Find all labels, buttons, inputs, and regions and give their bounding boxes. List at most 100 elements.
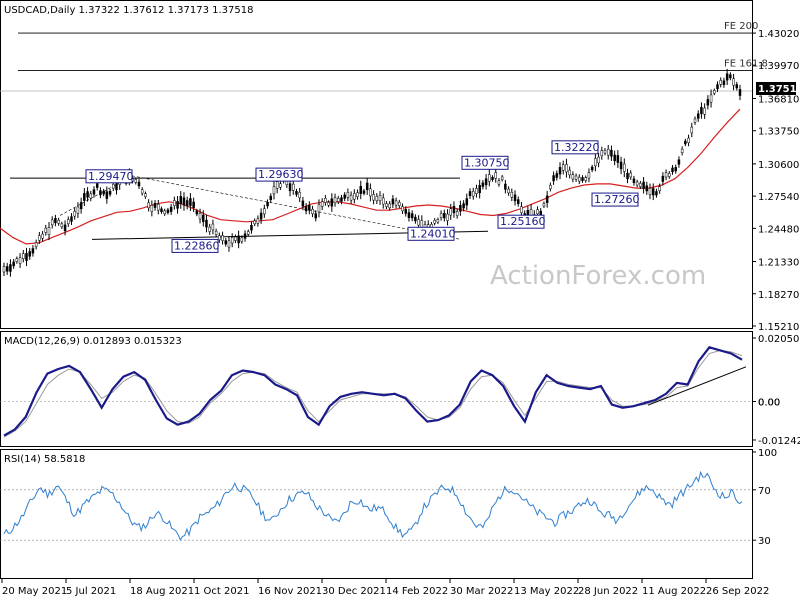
price-candle	[28, 251, 31, 257]
price-candle	[365, 182, 369, 191]
price-candle	[725, 73, 729, 81]
price-candle	[513, 194, 517, 202]
price-candle	[12, 261, 15, 267]
level-box	[551, 140, 599, 155]
price-candle	[713, 90, 716, 94]
price-candle	[18, 257, 22, 264]
price-candle	[584, 177, 587, 181]
price-candle	[44, 227, 48, 233]
price-candle	[166, 209, 170, 213]
price-candle	[185, 200, 189, 206]
price-candle	[202, 214, 205, 222]
price-candle	[639, 183, 642, 187]
price-candle	[327, 202, 330, 206]
price-candle	[709, 94, 713, 103]
x-tick-label: 5 Jul 2021	[66, 586, 116, 597]
price-candle	[471, 191, 475, 197]
price-candle	[597, 156, 600, 164]
price-candle	[67, 219, 70, 225]
price-candle	[259, 212, 263, 220]
price-candle	[89, 193, 93, 199]
price-candle	[459, 204, 462, 212]
price-candle	[211, 223, 215, 231]
price-candle	[324, 198, 327, 203]
price-candle	[349, 194, 353, 201]
price-candle	[279, 183, 282, 188]
dashed-trendline	[131, 175, 461, 240]
price-candle	[115, 183, 118, 191]
price-candle	[732, 78, 735, 86]
price-candle	[240, 237, 244, 242]
level-box	[85, 169, 133, 184]
price-candle	[446, 213, 449, 221]
price-candle	[398, 202, 401, 206]
price-candle	[320, 201, 324, 207]
price-candle	[34, 242, 38, 247]
price-candle	[475, 188, 478, 194]
y-tick-label: 0.020502	[758, 334, 800, 345]
price-candle	[391, 198, 395, 205]
y-tick-label: 1.18270	[758, 290, 799, 301]
price-candle	[208, 226, 211, 232]
price-candle	[22, 253, 25, 259]
price-candle	[343, 194, 346, 199]
dashed-trendline	[59, 175, 133, 216]
price-candle	[38, 235, 41, 241]
x-tick-label: 30 Dec 2021	[322, 586, 386, 597]
price-candle	[272, 186, 276, 195]
price-candle	[2, 266, 6, 273]
price-candle	[54, 218, 57, 224]
price-candle	[677, 159, 681, 165]
y-tick-label: 1.30600	[758, 160, 799, 171]
price-candle	[687, 137, 690, 144]
price-candle	[561, 164, 565, 171]
price-candle	[668, 173, 671, 177]
price-candle	[153, 203, 157, 208]
price-candle	[703, 107, 706, 115]
price-candle	[375, 196, 379, 201]
price-candle	[176, 201, 179, 209]
price-candle	[157, 204, 160, 211]
price-candle	[308, 204, 311, 211]
price-candle	[224, 240, 228, 245]
price-candle	[661, 175, 665, 182]
price-candle	[31, 248, 35, 254]
price-candle	[288, 183, 292, 192]
price-candle	[497, 180, 501, 185]
fe-label: FE 200	[724, 21, 758, 32]
macd-header: MACD(12,26,9) 0.012893 0.015323	[4, 336, 182, 347]
price-candle	[140, 189, 144, 194]
level-box	[407, 226, 455, 241]
price-candle	[674, 167, 677, 172]
price-candle	[565, 164, 568, 173]
y-tick-label: 1.36810	[758, 94, 799, 105]
price-candle	[658, 186, 661, 191]
price-candle	[549, 184, 552, 190]
y-tick-label: 0.00	[758, 398, 780, 409]
price-candle	[738, 89, 742, 96]
price-candle	[655, 191, 658, 196]
price-candle	[227, 240, 231, 248]
x-tick-label: 16 Nov 2021	[258, 586, 322, 597]
price-candle	[684, 140, 687, 145]
price-plot: FE 200 FE 161.8 1.29470 1.22860 1.29630 1.240…	[0, 21, 768, 277]
price-candle	[256, 218, 260, 224]
price-candle	[449, 208, 452, 216]
price-candle	[545, 195, 549, 203]
price-candle	[500, 176, 504, 180]
price-candle	[455, 211, 459, 216]
price-candle	[179, 196, 183, 204]
price-candle	[95, 183, 99, 188]
price-candle	[664, 172, 668, 178]
rsi-panel	[0, 449, 753, 579]
price-candle	[407, 212, 411, 218]
price-candle	[173, 200, 176, 206]
price-candle	[160, 208, 163, 212]
price-candle	[401, 206, 404, 212]
y-tick-label: 1.33750	[758, 127, 799, 138]
price-candle	[613, 154, 616, 162]
price-candle	[629, 172, 632, 178]
price-candle	[76, 206, 80, 214]
price-candle	[606, 149, 610, 156]
